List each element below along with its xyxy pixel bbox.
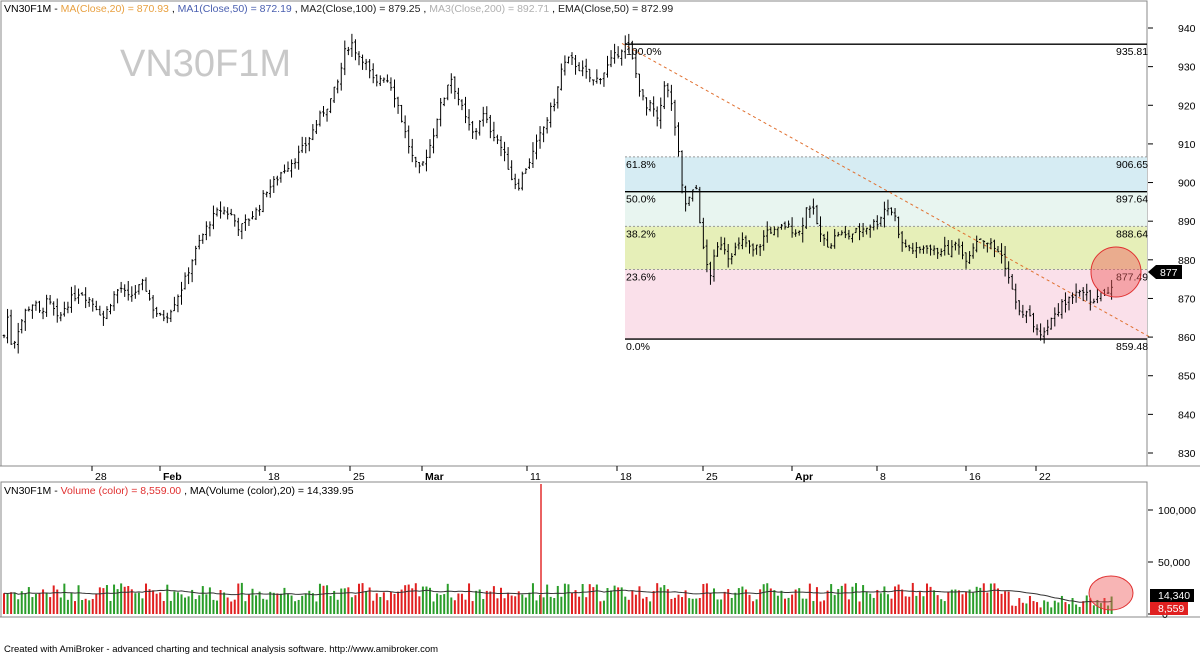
fibonacci-pct-label: 0.0%: [626, 341, 650, 353]
volume-header: VN30F1M - Volume (color) = 8,559.00 , MA…: [4, 485, 354, 497]
fibonacci-zone: [625, 191, 1147, 227]
price-axis: 940 930 920 910 900 890 880 870 860 850 840 830: [1148, 23, 1196, 460]
volume-tick-50k: 50,000: [1158, 557, 1190, 569]
fibonacci-value-label: 897.64: [1116, 194, 1148, 206]
header-symbol: VN30F1M: [4, 3, 51, 15]
header-ma50: MA1(Close,50) = 872.19: [178, 3, 292, 15]
header-ma200: MA3(Close,200) = 892.71: [429, 3, 549, 15]
header-sep: -: [54, 485, 60, 497]
header-ema50: EMA(Close,50) = 872.99: [558, 3, 673, 15]
header-sep: ,: [172, 3, 178, 15]
fibonacci-pct-label: 23.6%: [626, 272, 656, 284]
volume-last-value: 8,559: [1158, 603, 1184, 615]
volume-label: Volume (color) = 8,559.00: [61, 485, 182, 497]
price-tick-label: 900: [1178, 178, 1196, 190]
fibonacci-value-label: 877.49: [1116, 272, 1148, 284]
price-tick-label: 940: [1178, 23, 1196, 35]
date-tick-label: 18: [620, 471, 632, 483]
volume-panel-frame: [0, 481, 1148, 618]
header-sep: ,: [295, 3, 301, 15]
date-tick-label: 8: [880, 471, 886, 483]
header-sep: ,: [184, 485, 190, 497]
date-tick-label: 18: [268, 471, 280, 483]
date-tick-label: Apr: [795, 471, 813, 483]
date-tick-label: 28: [95, 471, 107, 483]
fibonacci-value-label: 888.64: [1116, 228, 1148, 240]
fibonacci-zone: [625, 156, 1147, 192]
fibonacci-pct-label: 38.2%: [626, 228, 656, 240]
header-sep: ,: [423, 3, 429, 15]
volume-ma-label: MA(Volume (color),20) = 14,339.95: [190, 485, 354, 497]
volume-axis: 100,000 50,000 0 14,340 8,559: [1148, 505, 1196, 621]
fibonacci-lines: 100.0% 935.81 61.8% 906.65 50.0% 897.64 38.2% 8…: [625, 43, 1148, 353]
date-tick-label: 25: [353, 471, 365, 483]
price-tick-label: 920: [1178, 100, 1196, 112]
price-tick-label: 830: [1178, 448, 1196, 460]
fibonacci-value-label: 859.48: [1116, 341, 1148, 353]
date-tick-label: 16: [969, 471, 981, 483]
current-price-label: 877: [1160, 267, 1178, 279]
price-tick-label: 890: [1178, 216, 1196, 228]
price-tick-label: 880: [1178, 255, 1196, 267]
price-tick-label: 910: [1178, 139, 1196, 151]
header-sep: ,: [552, 3, 558, 15]
date-tick-label: 11: [530, 471, 541, 483]
highlight-circle-price: [1090, 246, 1142, 298]
price-tick-label: 840: [1178, 409, 1196, 421]
fibonacci-zone: [625, 269, 1147, 340]
header-sep: -: [54, 3, 60, 15]
fibonacci-pct-label: 100.0%: [626, 46, 662, 58]
volume-ma-value: 14,340: [1158, 590, 1190, 602]
symbol-watermark: VN30F1M: [120, 43, 291, 85]
date-tick-label: 25: [706, 471, 718, 483]
trend-line: [621, 43, 1151, 338]
fibonacci-value-label: 935.81: [1116, 46, 1148, 58]
volume-ma-tag: [1150, 589, 1194, 602]
fibonacci-zones: [625, 156, 1147, 340]
price-bars: [2, 33, 1113, 354]
volume-bars: [3, 484, 1113, 614]
header-ma20: MA(Close,20) = 870.93: [61, 3, 169, 15]
volume-ma-line: [3, 589, 1112, 603]
volume-tick-100k: 100,000: [1158, 505, 1196, 517]
volume-last-tag: [1150, 602, 1188, 615]
date-axis: 28 Feb 18 25 Mar 11 18 25 Apr 8 16 22: [91, 466, 1051, 483]
fibonacci-value-label: 906.65: [1116, 159, 1148, 171]
date-tick-label: Feb: [163, 471, 182, 483]
fibonacci-pct-label: 50.0%: [626, 194, 656, 206]
price-tick-label: 850: [1178, 371, 1196, 383]
chart-header: VN30F1M - MA(Close,20) = 870.93 , MA1(Cl…: [4, 3, 673, 15]
footer-credit: Created with AmiBroker - advanced charti…: [4, 644, 438, 655]
highlight-circle-volume: [1088, 575, 1134, 611]
date-tick-label: Mar: [425, 471, 444, 483]
price-tick-label: 870: [1178, 293, 1196, 305]
current-price-tag: 877: [1148, 265, 1182, 279]
price-tick-label: 860: [1178, 332, 1196, 344]
header-ma100: MA2(Close,100) = 879.25: [301, 3, 421, 15]
volume-symbol: VN30F1M: [4, 485, 51, 497]
fibonacci-zone: [625, 226, 1147, 270]
price-tick-label: 930: [1178, 62, 1196, 74]
fibonacci-pct-label: 61.8%: [626, 159, 656, 171]
date-tick-label: 22: [1039, 471, 1051, 483]
